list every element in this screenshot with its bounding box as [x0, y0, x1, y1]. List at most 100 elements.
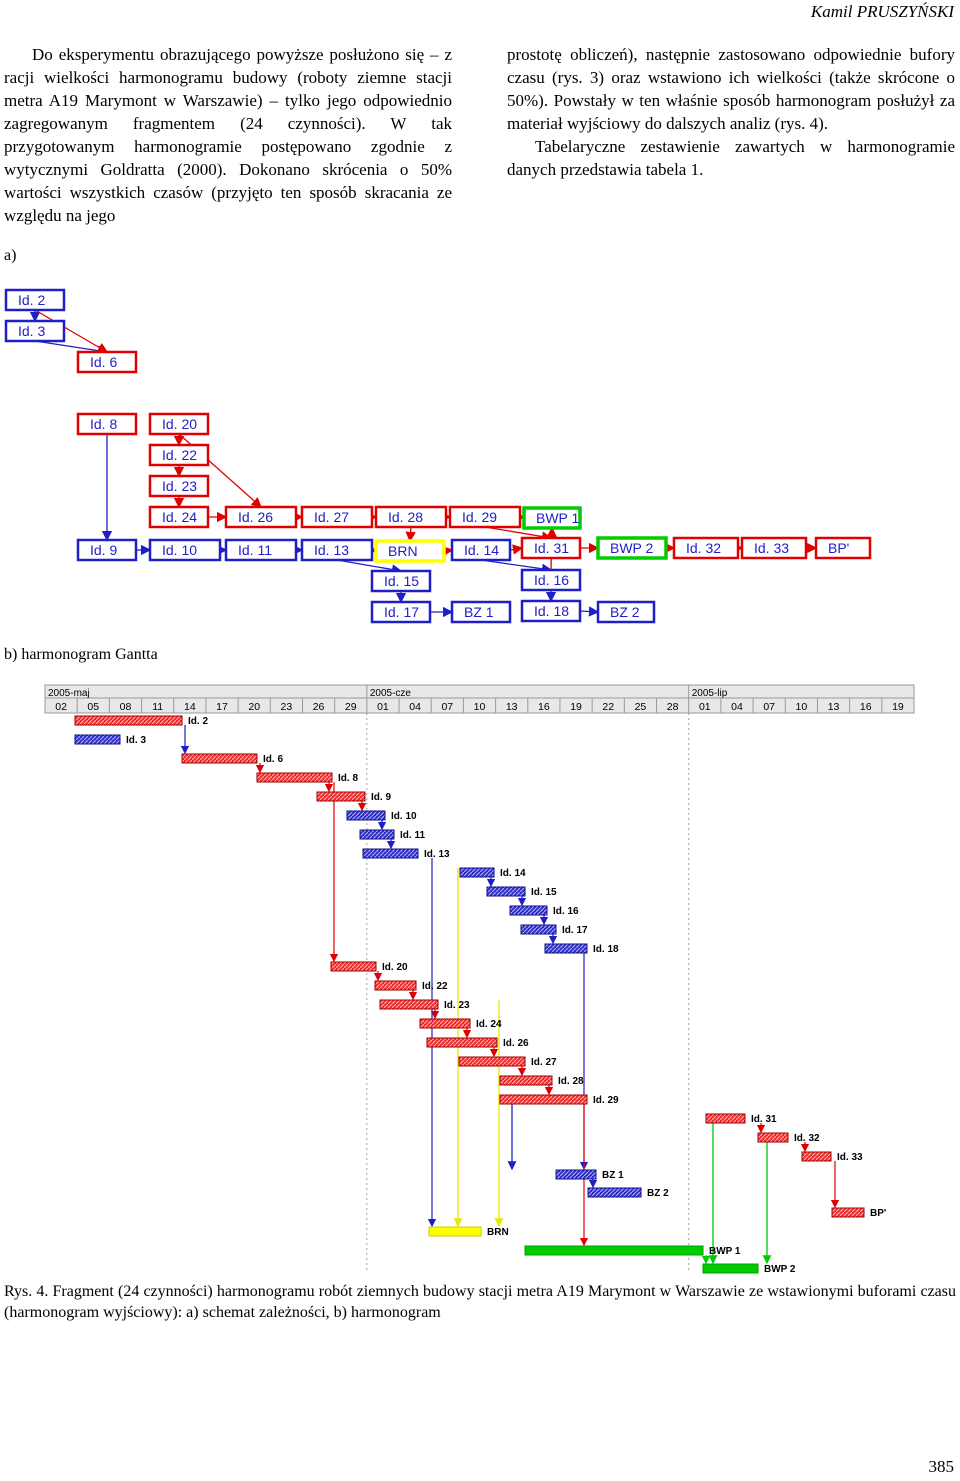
gantt-bar	[359, 829, 395, 840]
network-node-label: Id. 20	[162, 416, 197, 432]
gantt-bars: Id. 2 Id. 3 Id. 6 Id. 8 Id. 9Id. 10 Id. 11 Id.…	[74, 715, 886, 1275]
gantt-day-label: 26	[313, 701, 325, 713]
gantt-bar	[757, 1132, 789, 1143]
gantt-bar-label: Id. 27	[531, 1057, 557, 1068]
network-node-label: Id. 32	[686, 540, 721, 556]
gantt-day-label: 23	[281, 701, 293, 713]
gantt-day-label: 22	[602, 701, 614, 713]
network-node-bwp1: BWP 1	[522, 506, 582, 530]
network-node-label: Id. 17	[384, 604, 419, 620]
network-node-label: BRN	[388, 543, 418, 559]
paragraph-right-2: Tabelaryczne zestawienie zawartych w har…	[507, 137, 955, 179]
network-node-label: Id. 27	[314, 509, 349, 525]
gantt-bar-label: Id. 17	[562, 925, 588, 936]
gantt-day-label: 11	[152, 701, 163, 713]
gantt-bar-label: Id. 8	[338, 773, 358, 784]
network-node-27: Id. 27	[300, 505, 374, 529]
network-node-label: Id. 24	[162, 509, 197, 525]
network-node-11: Id. 11	[224, 538, 298, 562]
network-node-label: Id. 15	[384, 573, 419, 589]
gantt-day-label: 10	[474, 701, 486, 713]
gantt-bar	[379, 999, 439, 1010]
network-node-label: Id. 22	[162, 447, 197, 463]
network-node-15: Id. 15	[370, 569, 432, 593]
gantt-bar-label: Id. 32	[794, 1133, 820, 1144]
network-node-bz1: BZ 1	[450, 600, 512, 624]
network-edge	[405, 526, 416, 543]
network-node-label: Id. 6	[90, 354, 117, 370]
network-edge	[34, 309, 109, 353]
gantt-bar	[524, 1245, 704, 1256]
network-node-label: BZ 1	[464, 604, 494, 620]
gantt-task-id-15: Id. 15	[486, 886, 557, 898]
network-node-20: Id. 20	[148, 412, 210, 436]
dependency-network-diagram: Id. 2 Id. 3 Id. 6 Id. 8 Id. 20 Id. 22 Id. 23 Id…	[4, 288, 872, 624]
gantt-bar	[499, 1094, 588, 1105]
gantt-day-label: 01	[377, 701, 389, 713]
gantt-day-label: 17	[216, 701, 228, 713]
network-node-label: Id. 28	[388, 509, 423, 525]
network-node-17: Id. 17	[370, 600, 432, 624]
gantt-task-bp: BP'	[831, 1207, 886, 1219]
network-node-label: Id. 11	[238, 542, 272, 558]
gantt-month-label: 2005-cze	[370, 688, 412, 699]
gantt-month-label: 2005-maj	[48, 688, 90, 699]
network-node-bp: BP'	[814, 536, 872, 560]
gantt-task-id-10: Id. 10	[346, 810, 417, 822]
network-node-32: Id. 32	[672, 536, 740, 560]
gantt-day-label: 07	[441, 701, 453, 713]
gantt-task-id-23: Id. 23	[379, 999, 470, 1011]
gantt-day-label: 16	[538, 701, 550, 713]
gantt-bar-label: Id. 22	[422, 981, 448, 992]
network-node-16: Id. 16	[520, 568, 582, 592]
network-node-3: Id. 3	[4, 319, 66, 343]
gantt-task-bz-1: BZ 1	[555, 1169, 624, 1181]
network-node-label: Id. 2	[18, 292, 45, 308]
gantt-bar-label: BWP 2	[764, 1264, 796, 1275]
gantt-bar	[74, 715, 183, 726]
gantt-bar-label: Id. 6	[263, 754, 283, 765]
network-node-28: Id. 28	[374, 505, 448, 529]
network-node-13: Id. 13	[300, 538, 374, 562]
gantt-bar	[520, 924, 557, 935]
gantt-task-id-9: Id. 9	[316, 791, 391, 803]
gantt-bar-label: BZ 1	[602, 1170, 624, 1181]
gantt-task-id-17: Id. 17	[520, 924, 588, 936]
gantt-bar-label: Id. 14	[500, 868, 526, 879]
network-node-9: Id. 9	[76, 538, 138, 562]
gantt-bar	[181, 753, 258, 764]
gantt-links	[180, 725, 840, 1265]
gantt-bar	[587, 1187, 642, 1198]
gantt-task-id-29: Id. 29	[499, 1094, 619, 1106]
gantt-bar	[362, 848, 419, 859]
network-node-14: Id. 14	[450, 538, 512, 562]
figure-a-label: a)	[4, 247, 17, 264]
gantt-bar	[705, 1113, 746, 1124]
gantt-bar-label: Id. 31	[751, 1114, 777, 1125]
gantt-bar	[346, 810, 386, 821]
gantt-day-label: 28	[667, 701, 679, 713]
network-node-label: BWP 1	[536, 510, 580, 526]
network-node-bz2: BZ 2	[596, 600, 656, 624]
network-node-label: Id. 10	[162, 542, 197, 558]
gantt-task-id-28: Id. 28	[499, 1075, 584, 1087]
gantt-task-id-31: Id. 31	[705, 1113, 777, 1125]
gantt-bar-label: Id. 23	[444, 1000, 470, 1011]
gantt-bar	[330, 961, 377, 972]
gantt-bar	[316, 791, 366, 802]
gantt-task-bwp-2: BWP 2	[702, 1263, 796, 1275]
gantt-bar-label: Id. 28	[558, 1076, 584, 1087]
gantt-bar	[426, 1037, 498, 1048]
network-node-label: Id. 31	[534, 540, 569, 556]
network-node-label: Id. 9	[90, 542, 117, 558]
network-node-2: Id. 2	[4, 288, 66, 312]
network-node-label: BZ 2	[610, 604, 640, 620]
network-edge	[579, 606, 600, 617]
gantt-task-id-32: Id. 32	[757, 1132, 820, 1144]
gantt-bar-label: Id. 26	[503, 1038, 529, 1049]
network-node-31: Id. 31	[520, 536, 582, 560]
gantt-bar	[509, 905, 548, 916]
network-node-brn: BRN	[374, 539, 446, 563]
body-text-left-column: Do eksperymentu obrazującego powyższe po…	[4, 43, 452, 227]
network-node-26: Id. 26	[224, 505, 298, 529]
